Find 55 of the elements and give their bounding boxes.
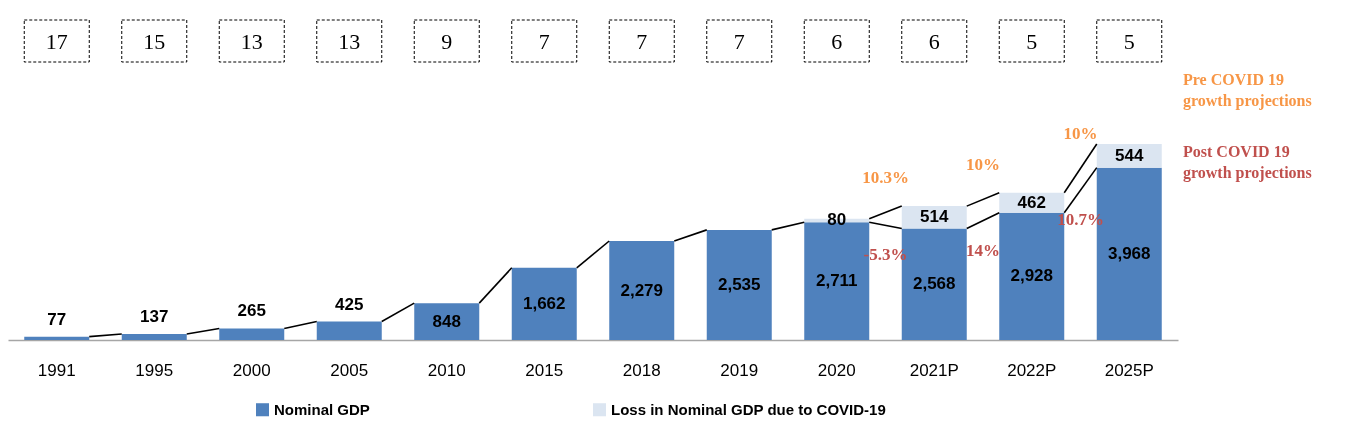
bar bbox=[609, 241, 675, 340]
data-label: 544 bbox=[1115, 145, 1144, 165]
legend-label: Nominal GDP bbox=[274, 400, 370, 418]
data-label: 3,968 bbox=[1107, 243, 1151, 263]
text: 7 bbox=[733, 29, 745, 54]
annotation: 14% bbox=[966, 240, 1000, 260]
data-label: 848 bbox=[432, 311, 461, 331]
x-tick-label: 2020 bbox=[817, 360, 856, 380]
x-tick-label: 2005 bbox=[330, 360, 369, 380]
x-tick-label: 2022P bbox=[1007, 360, 1057, 380]
bar bbox=[706, 229, 772, 340]
bar bbox=[219, 328, 285, 340]
data-label: 462 bbox=[1017, 192, 1046, 212]
x-tick-label: 2021P bbox=[909, 360, 959, 380]
data-label: 514 bbox=[920, 207, 949, 227]
x-tick-label: 2025P bbox=[1104, 360, 1154, 380]
data-label: 137 bbox=[140, 307, 169, 327]
x-tick-label: 2000 bbox=[232, 360, 271, 380]
annotation: 10% bbox=[1063, 124, 1098, 144]
data-label: 425 bbox=[335, 294, 364, 314]
x-tick-label: 2019 bbox=[720, 360, 759, 380]
text: Post COVID 19 growth projections bbox=[1183, 143, 1312, 182]
bar bbox=[511, 267, 577, 340]
bar bbox=[121, 334, 187, 340]
annotation: 10% bbox=[966, 155, 1000, 175]
bar bbox=[316, 321, 382, 340]
x-tick-label: 1995 bbox=[135, 360, 174, 380]
data-label: 2,928 bbox=[1010, 266, 1054, 286]
bar bbox=[24, 336, 90, 340]
x-tick-label: 2018 bbox=[622, 360, 661, 380]
text: 13 bbox=[338, 29, 361, 54]
bar bbox=[414, 303, 480, 340]
text: 6 bbox=[928, 29, 940, 54]
legend-label: Loss in Nominal GDP due to COVID-19 bbox=[611, 400, 886, 418]
text: 5 bbox=[1123, 29, 1135, 54]
text: 6 bbox=[831, 29, 843, 54]
text: 9 bbox=[441, 29, 453, 54]
text: 7 bbox=[538, 29, 550, 54]
data-label: 2,568 bbox=[912, 274, 956, 294]
x-tick-label: 2015 bbox=[525, 360, 564, 380]
data-label: 2,711 bbox=[815, 271, 858, 291]
text: 15 bbox=[143, 29, 166, 54]
data-label: 77 bbox=[47, 309, 67, 329]
x-tick-label: 1991 bbox=[37, 360, 76, 380]
annotation: 10.3% bbox=[862, 168, 909, 188]
text: Pre COVID 19 growth projections bbox=[1183, 71, 1312, 110]
text: 7 bbox=[636, 29, 648, 54]
data-label: 1,662 bbox=[522, 293, 566, 313]
text: 13 bbox=[240, 29, 263, 54]
data-label: 2,279 bbox=[620, 280, 664, 300]
text: 17 bbox=[45, 29, 68, 54]
x-tick-label: 2010 bbox=[427, 360, 466, 380]
data-label: 265 bbox=[237, 301, 266, 321]
data-label: 2,535 bbox=[717, 274, 761, 294]
text: 5 bbox=[1026, 29, 1038, 54]
